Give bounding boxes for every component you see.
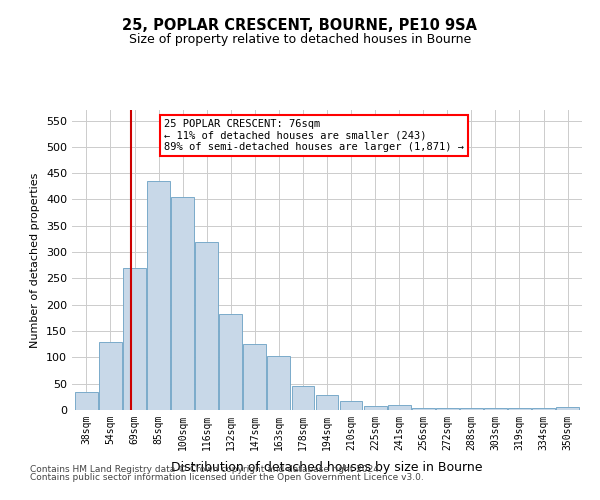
Bar: [171, 197, 194, 410]
Bar: [292, 386, 314, 410]
Y-axis label: Number of detached properties: Number of detached properties: [31, 172, 40, 348]
Text: Contains HM Land Registry data © Crown copyright and database right 2024.: Contains HM Land Registry data © Crown c…: [30, 465, 382, 474]
Text: Contains public sector information licensed under the Open Government Licence v3: Contains public sector information licen…: [30, 474, 424, 482]
Bar: [364, 406, 386, 410]
Bar: [532, 408, 555, 410]
Bar: [123, 268, 146, 410]
Bar: [484, 408, 507, 410]
Bar: [244, 344, 266, 410]
Text: 25, POPLAR CRESCENT, BOURNE, PE10 9SA: 25, POPLAR CRESCENT, BOURNE, PE10 9SA: [122, 18, 478, 32]
Text: 25 POPLAR CRESCENT: 76sqm
← 11% of detached houses are smaller (243)
89% of semi: 25 POPLAR CRESCENT: 76sqm ← 11% of detac…: [164, 119, 464, 152]
Bar: [556, 407, 579, 410]
Bar: [147, 181, 170, 410]
Bar: [75, 392, 98, 410]
Bar: [412, 408, 434, 410]
Bar: [195, 242, 218, 410]
Bar: [508, 408, 531, 410]
Bar: [388, 406, 410, 410]
Bar: [460, 408, 483, 410]
Bar: [436, 408, 459, 410]
Text: Size of property relative to detached houses in Bourne: Size of property relative to detached ho…: [129, 32, 471, 46]
Bar: [99, 342, 122, 410]
Bar: [220, 314, 242, 410]
Bar: [268, 356, 290, 410]
X-axis label: Distribution of detached houses by size in Bourne: Distribution of detached houses by size …: [171, 461, 483, 474]
Bar: [316, 396, 338, 410]
Bar: [340, 400, 362, 410]
